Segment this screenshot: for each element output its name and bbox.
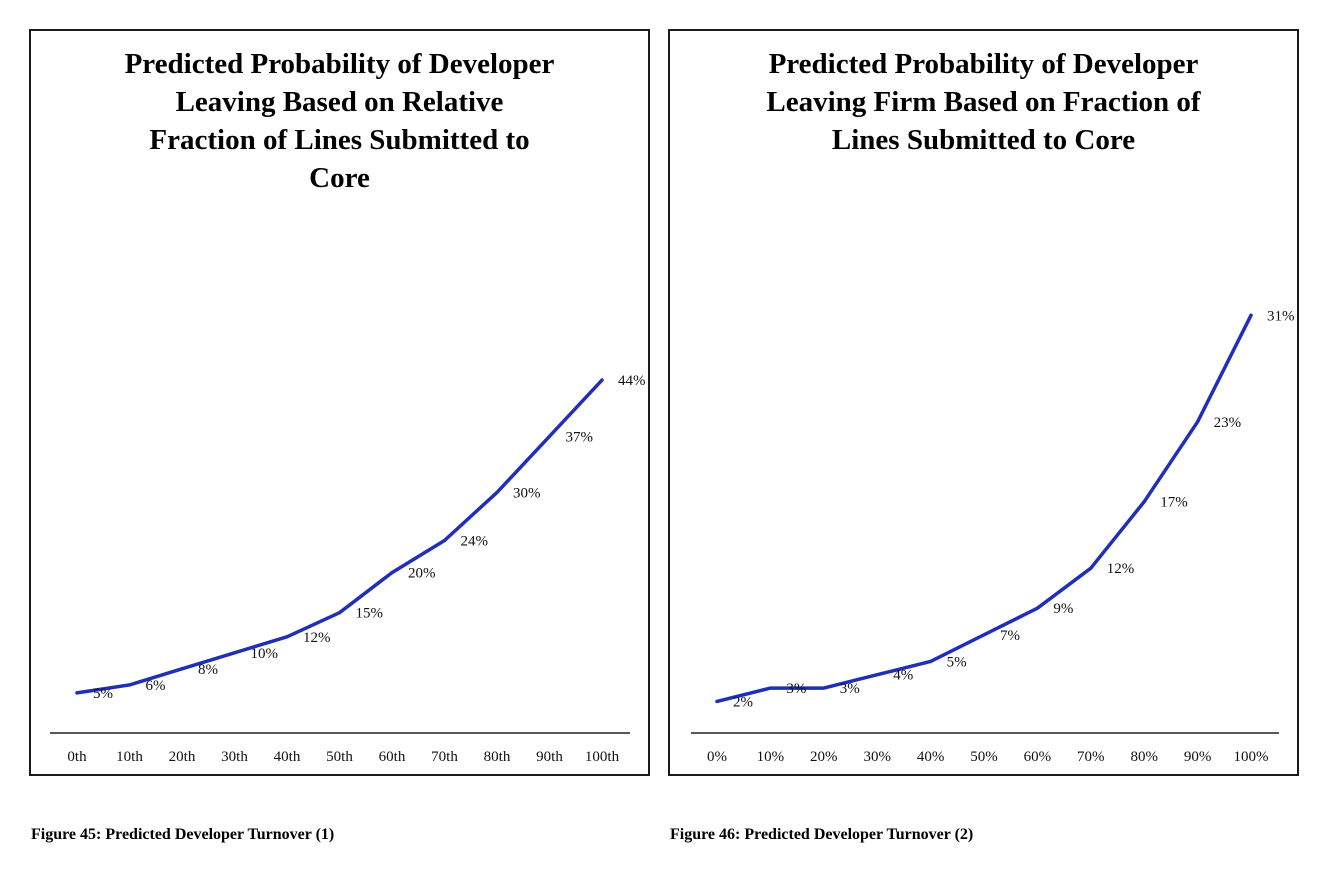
data-point: [768, 686, 772, 690]
x-tick-label: 10%: [757, 749, 785, 765]
x-tick-label: 70th: [431, 749, 458, 765]
data-point: [285, 635, 289, 639]
data-point: [337, 611, 342, 615]
x-tick-label: 20%: [810, 749, 838, 765]
data-label: 31%: [1267, 308, 1295, 324]
data-point: [390, 571, 394, 575]
chart-title-1: Predicted Probability of Developer Leavi…: [124, 48, 555, 194]
series-line: [75, 378, 604, 695]
data-label: 37%: [566, 429, 594, 445]
chart-panel-2: Predicted Probability of Developer Leavi…: [668, 29, 1299, 776]
data-label: 12%: [1107, 561, 1135, 577]
data-point: [875, 673, 879, 677]
x-tick-label: 10th: [116, 749, 143, 765]
data-point: [75, 691, 79, 695]
data-point: [1196, 420, 1200, 424]
x-tick-label: 90th: [536, 749, 563, 765]
data-label: 4%: [893, 668, 913, 684]
data-label: 17%: [1160, 495, 1188, 511]
data-point: [600, 378, 604, 382]
data-point: [547, 434, 552, 438]
data-label: 3%: [786, 681, 806, 697]
x-tick-label: 30%: [863, 749, 891, 765]
x-tick-label: 30th: [221, 749, 248, 765]
x-tick-label: 80th: [484, 749, 511, 765]
data-label: 24%: [461, 534, 489, 550]
figure-caption-45: Figure 45: Predicted Developer Turnover …: [31, 826, 335, 843]
data-point: [1249, 313, 1253, 317]
data-label: 44%: [618, 373, 646, 389]
data-label: 9%: [1053, 601, 1073, 617]
data-point: [982, 633, 986, 637]
data-label: 23%: [1214, 415, 1242, 431]
data-point: [822, 686, 826, 690]
data-point: [495, 490, 499, 494]
data-label: 7%: [1000, 628, 1020, 644]
data-label: 2%: [733, 694, 753, 710]
x-tick-label: 40%: [917, 749, 945, 765]
data-label: 5%: [947, 654, 967, 670]
data-label: 5%: [93, 686, 113, 702]
x-tick-label: 100%: [1234, 749, 1269, 765]
x-tick-label: 20th: [169, 749, 196, 765]
x-tick-label: 60th: [379, 749, 406, 765]
chart-title-2: Predicted Probability of Developer Leavi…: [766, 48, 1201, 156]
x-tick-label: 70%: [1077, 749, 1105, 765]
data-point: [1142, 500, 1146, 504]
data-label: 8%: [198, 662, 218, 678]
x-tick-label: 0%: [707, 749, 727, 765]
data-point: [1035, 606, 1039, 610]
chart-svg-2: 2% 3% 3% 4% 5% 7% 9% 12% 17% 23% 31% 0% 10% 20% 30% 40%…: [691, 308, 1295, 765]
data-label: 15%: [356, 606, 384, 622]
data-point: [715, 699, 719, 703]
x-tick-label: 60%: [1024, 749, 1052, 765]
figure-caption-46: Figure 46: Predicted Developer Turnover …: [670, 826, 974, 843]
data-label: 3%: [840, 681, 860, 697]
data-label: 10%: [251, 646, 279, 662]
data-point: [180, 667, 184, 671]
data-point: [442, 538, 447, 543]
data-label: 20%: [408, 566, 436, 582]
data-label: 30%: [513, 485, 541, 501]
x-tick-label: 0th: [67, 749, 87, 765]
x-tick-label: 90%: [1184, 749, 1212, 765]
x-tick-label: 80%: [1130, 749, 1158, 765]
x-tick-label: 50th: [326, 749, 353, 765]
x-tick-label: 100th: [585, 749, 620, 765]
data-label: 6%: [146, 678, 166, 694]
data-point: [127, 683, 132, 687]
data-point: [1089, 566, 1093, 570]
data-label: 12%: [303, 630, 331, 646]
x-tick-label: 50%: [970, 749, 998, 765]
chart-svg-1: 5% 6% 8% 10% 12% 15% 20% 24% 30% 37% 44% 0th 10th 20t…: [50, 373, 646, 765]
data-point: [232, 651, 237, 655]
data-point: [929, 659, 933, 664]
x-tick-label: 40th: [274, 749, 301, 765]
chart-panel-1: Predicted Probability of Developer Leavi…: [29, 29, 650, 776]
